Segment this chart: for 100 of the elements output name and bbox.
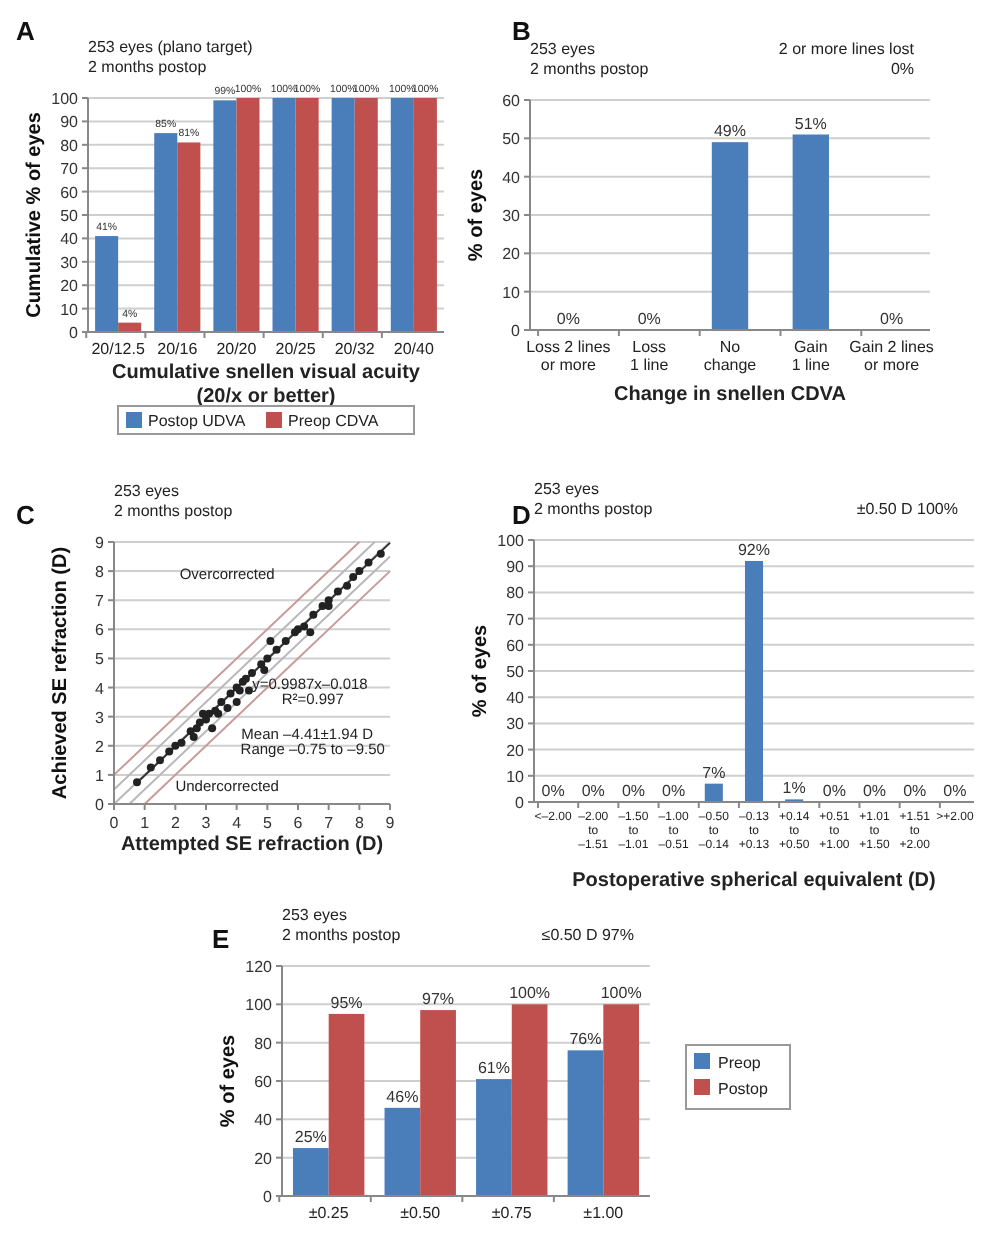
point <box>281 636 290 645</box>
x-tick-label: 20/40 <box>393 340 435 358</box>
y-tick-label: 50 <box>60 207 80 225</box>
y-tick-label: 10 <box>506 767 526 786</box>
point <box>333 587 342 596</box>
bar <box>744 560 764 802</box>
y-tick-label: 30 <box>60 253 80 272</box>
y-tick-label: 80 <box>506 584 526 603</box>
bar <box>511 1004 548 1196</box>
text: 253 eyes 2 months postop <box>282 906 402 944</box>
data-label: 0% <box>621 782 646 800</box>
point <box>376 549 385 558</box>
x-tick-label: ±1.00 <box>583 1204 625 1222</box>
text: 253 eyes (plano target) 2 months postop <box>88 38 254 76</box>
data-label: 100% <box>600 984 642 1003</box>
x-tick-label: 20/25 <box>275 340 317 358</box>
x-tick-label: Loss 2 lines or more <box>526 338 611 374</box>
bar <box>603 1004 640 1196</box>
bar <box>420 1010 456 1196</box>
y-tick-label: 0 <box>511 322 522 340</box>
x-tick-label: ±0.75 <box>491 1204 533 1222</box>
data-label: 46% <box>386 1087 419 1106</box>
point <box>260 666 269 675</box>
data-label: 25% <box>294 1128 327 1147</box>
y-axis-title: % of eyes <box>466 168 488 262</box>
point <box>248 669 256 677</box>
y-tick-label: 40 <box>254 1111 274 1130</box>
x-tick-label: 9 <box>385 814 396 832</box>
point <box>364 558 373 567</box>
y-tick-label: 8 <box>95 563 106 582</box>
text: 253 eyes 2 months postop <box>114 482 234 520</box>
point <box>300 622 309 631</box>
y-tick-label: 60 <box>60 183 80 202</box>
bar <box>476 1079 512 1196</box>
data-label: 51% <box>794 114 827 133</box>
data-label: 95% <box>330 993 363 1012</box>
x-tick-label: 4 <box>232 814 243 832</box>
bar <box>567 1050 604 1196</box>
y-tick-label: 70 <box>60 160 80 179</box>
x-tick-label: Loss 1 line <box>630 338 670 374</box>
point <box>309 610 318 619</box>
y-tick-label: 20 <box>254 1149 274 1168</box>
bar <box>354 98 378 332</box>
y-tick-label: 50 <box>506 663 526 681</box>
data-label: 0% <box>541 782 565 800</box>
point <box>156 756 164 765</box>
bar <box>295 98 319 332</box>
text: 2 or more lines lost 0% <box>778 40 916 78</box>
point <box>217 698 226 707</box>
x-axis-title: Change in snellen CDVA <box>614 384 846 406</box>
data-label: 76% <box>569 1030 602 1049</box>
data-label: 0% <box>822 782 846 800</box>
y-tick-label: 100 <box>245 996 274 1015</box>
bar <box>177 142 201 332</box>
legend-label: Postop UDVA <box>148 412 247 430</box>
x-tick-label: Gain 1 line <box>791 338 832 374</box>
x-tick-label: 2 <box>170 814 181 832</box>
data-label: 0% <box>943 782 967 800</box>
y-tick-label: 0 <box>69 324 80 342</box>
y-tick-label: 100 <box>51 90 80 108</box>
y-tick-label: 40 <box>502 168 522 187</box>
data-label: 0% <box>556 310 580 328</box>
x-tick-label: 1 <box>140 814 151 832</box>
y-tick-label: 5 <box>95 650 106 669</box>
data-label: 49% <box>713 122 747 141</box>
bar <box>292 1148 329 1196</box>
point <box>223 703 232 712</box>
point <box>226 689 235 698</box>
bar <box>704 783 723 802</box>
x-tick-label: 3 <box>201 814 212 832</box>
y-tick-label: 60 <box>506 636 526 655</box>
y-tick-label: 80 <box>254 1034 274 1053</box>
bar <box>236 98 260 332</box>
data-label: 0% <box>862 782 887 800</box>
y-tick-label: 3 <box>95 708 106 727</box>
chart-title: B <box>512 16 531 46</box>
chart-title: D <box>512 500 531 530</box>
x-tick-label: 0 <box>109 814 120 832</box>
point <box>177 738 186 747</box>
chart-title: C <box>16 500 36 530</box>
x-axis-title: Postoperative spherical equivalent (D) <box>572 870 936 892</box>
x-axis-title: Cumulative snellen visual acuity (20/x or better) <box>112 362 421 408</box>
x-tick-label: 20/16 <box>157 340 199 358</box>
text: 253 eyes 2 months postop <box>530 40 650 78</box>
x-tick-label: 20/32 <box>334 340 376 358</box>
y-tick-label: 100 <box>497 532 526 550</box>
x-axis-title: Attempted SE refraction (D) <box>120 834 384 856</box>
bar <box>331 98 355 332</box>
data-label: 0% <box>662 782 686 800</box>
point <box>208 724 217 733</box>
point <box>263 654 272 663</box>
bar <box>384 1107 421 1196</box>
point <box>244 686 253 695</box>
data-label: 0% <box>903 782 927 800</box>
y-tick-label: 120 <box>245 958 274 976</box>
x-tick-label: 6 <box>293 814 304 832</box>
point <box>306 628 315 637</box>
y-tick-label: 4 <box>95 679 106 698</box>
point <box>355 567 364 576</box>
point <box>266 636 275 645</box>
